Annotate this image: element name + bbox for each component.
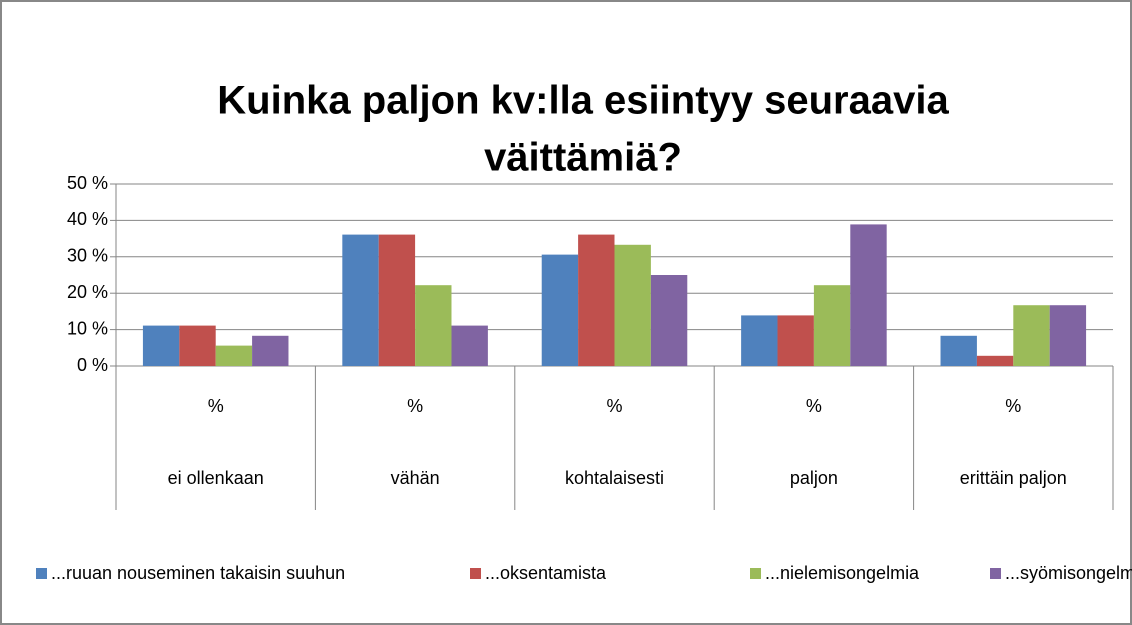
bar xyxy=(415,285,452,366)
bar xyxy=(215,345,253,366)
bar xyxy=(541,254,579,366)
legend-swatch xyxy=(990,568,1001,579)
bar xyxy=(940,335,977,366)
chart-title: Kuinka paljon kv:lla esiintyy seuraavia xyxy=(217,79,949,123)
y-tick-label: 20 % xyxy=(67,282,108,302)
legend-swatch xyxy=(36,568,47,579)
x-tick-label: vähän xyxy=(391,468,440,488)
y-tick-label: 30 % xyxy=(67,246,108,266)
x-tick-label: ei ollenkaan xyxy=(168,468,264,488)
bar xyxy=(777,315,814,366)
bar xyxy=(850,224,887,366)
bar xyxy=(650,275,688,366)
x-tick-label: kohtalaisesti xyxy=(565,468,664,488)
y-tick-label: 0 % xyxy=(77,355,108,375)
bar xyxy=(342,234,379,366)
bar xyxy=(976,355,1014,366)
x-subcategory-label: % xyxy=(806,396,822,416)
y-tick-label: 40 % xyxy=(67,209,108,229)
y-tick-label: 50 % xyxy=(67,173,108,193)
x-subcategory-label: % xyxy=(208,396,224,416)
chart-title: väittämiä? xyxy=(484,136,682,180)
bar xyxy=(451,325,488,366)
legend-label: ...nielemisongelmia xyxy=(765,563,920,583)
bar xyxy=(252,335,289,366)
bar xyxy=(142,325,180,366)
x-tick-label: paljon xyxy=(790,468,838,488)
x-tick-label: erittäin paljon xyxy=(960,468,1067,488)
bar xyxy=(179,325,216,366)
bar xyxy=(741,315,778,366)
bar xyxy=(1049,305,1087,366)
legend-swatch xyxy=(470,568,481,579)
y-tick-label: 10 % xyxy=(67,318,108,338)
legend-swatch xyxy=(750,568,761,579)
bar xyxy=(614,244,651,366)
legend-label: ...syömisongelmia xyxy=(1005,563,1132,583)
bar xyxy=(1013,305,1050,366)
x-subcategory-label: % xyxy=(1005,396,1021,416)
x-subcategory-label: % xyxy=(407,396,423,416)
bar xyxy=(813,285,851,366)
bar xyxy=(378,234,416,366)
bar xyxy=(578,234,615,366)
x-subcategory-label: % xyxy=(606,396,622,416)
legend-label: ...ruuan nouseminen takaisin suuhun xyxy=(51,563,345,583)
legend-label: ...oksentamista xyxy=(485,563,607,583)
